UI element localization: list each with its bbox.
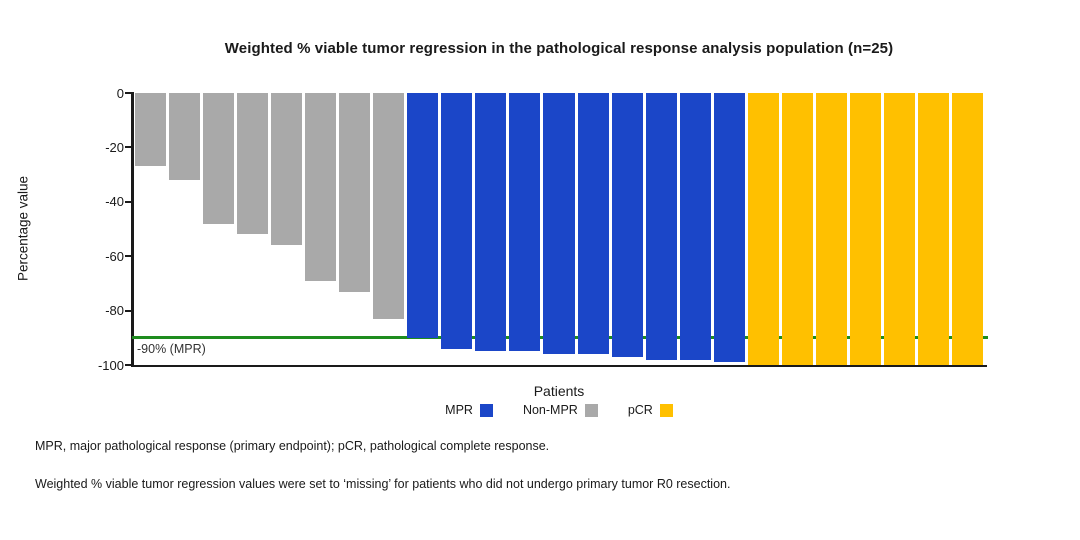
- y-tick-mark: [125, 92, 131, 94]
- y-tick-label: -40: [105, 194, 124, 210]
- y-tick-label: -20: [105, 139, 124, 155]
- y-axis-label: Percentage value: [15, 175, 31, 282]
- y-tick-label: -60: [105, 248, 124, 264]
- y-tick-mark: [125, 200, 131, 203]
- bar-mpr: [543, 93, 575, 355]
- y-tick-mark: [125, 146, 131, 149]
- chart-title: Weighted % viable tumor regression in th…: [224, 40, 894, 57]
- bar-non-mpr: [373, 93, 405, 319]
- y-tick-label: -80: [105, 303, 124, 319]
- legend-swatch: [659, 403, 673, 417]
- bar-non-mpr: [134, 93, 166, 167]
- y-tick-label: -100: [97, 357, 124, 373]
- bar-pcr: [952, 93, 984, 365]
- bar-pcr: [782, 93, 814, 365]
- legend-swatch: [584, 403, 598, 417]
- bar-non-mpr: [270, 93, 302, 246]
- footnote-missing-data: Weighted % viable tumor regression value…: [35, 477, 731, 491]
- x-axis-line: [131, 364, 987, 367]
- legend-label: Non-MPR: [522, 403, 578, 417]
- legend-label: pCR: [627, 403, 653, 417]
- legend-item-pcr: pCR: [628, 403, 673, 417]
- bar-mpr: [713, 93, 745, 363]
- legend-swatch: [479, 403, 493, 417]
- legend-label: MPR: [445, 403, 473, 417]
- legend: MPR Non-MPR pCR: [133, 403, 985, 417]
- bar-mpr: [509, 93, 541, 352]
- bar-pcr: [884, 93, 916, 365]
- legend-item-non-mpr: Non-MPR: [523, 403, 598, 417]
- bar-non-mpr: [202, 93, 234, 224]
- bar-non-mpr: [304, 93, 336, 281]
- footnote-abbreviations: MPR, major pathological response (primar…: [35, 439, 550, 453]
- bar-mpr: [407, 93, 439, 338]
- legend-item-mpr: MPR: [445, 403, 493, 417]
- y-axis-line: [131, 92, 134, 367]
- bar-pcr: [816, 93, 848, 365]
- bar-non-mpr: [236, 93, 268, 235]
- y-tick-label: 0: [116, 85, 124, 101]
- bar-mpr: [679, 93, 711, 360]
- bar-pcr: [850, 93, 882, 365]
- y-tick-mark: [125, 255, 131, 258]
- bar-mpr: [645, 93, 677, 360]
- threshold-annotation: -90% (MPR): [137, 341, 206, 356]
- bar-pcr: [747, 93, 780, 365]
- y-tick-mark: [125, 309, 131, 312]
- bar-mpr: [577, 93, 609, 355]
- bar-non-mpr: [168, 93, 200, 181]
- x-axis-label: Patients: [533, 383, 585, 399]
- bar-pcr: [918, 93, 950, 365]
- bar-mpr: [441, 93, 473, 349]
- y-tick-mark: [125, 364, 131, 366]
- bar-mpr: [611, 93, 643, 357]
- bar-mpr: [475, 93, 507, 352]
- bar-non-mpr: [338, 93, 371, 292]
- plot-area: -90% (MPR): [132, 93, 988, 365]
